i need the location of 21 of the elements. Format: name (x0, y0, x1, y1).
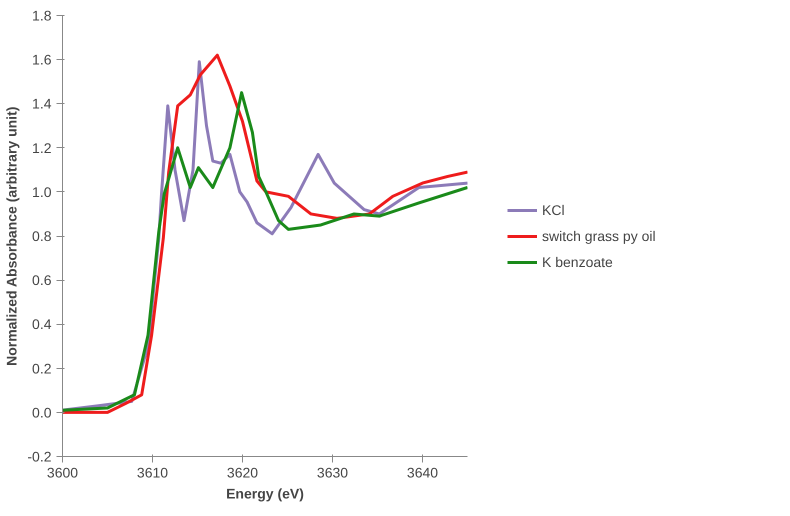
legend-label: KCl (542, 202, 565, 218)
y-tick-label: 1.4 (32, 96, 52, 112)
legend-label: K benzoate (542, 254, 613, 270)
x-tick-label: 3620 (226, 464, 258, 480)
y-tick-label: 1.2 (32, 140, 52, 156)
y-tick-label: 0.0 (32, 404, 52, 420)
x-tick-label: 3640 (406, 464, 438, 480)
y-tick-label: 0.8 (32, 228, 52, 244)
y-tick-label: -0.2 (27, 448, 52, 464)
y-tick-label: 0.4 (32, 316, 52, 332)
y-tick-label: 1.0 (32, 184, 52, 200)
x-tick-label: 3610 (136, 464, 168, 480)
legend-label: switch grass py oil (542, 228, 656, 244)
y-tick-label: 0.6 (32, 272, 52, 288)
x-tick-label: 3600 (46, 464, 78, 480)
x-tick-label: 3630 (316, 464, 348, 480)
x-axis-title: Energy (eV) (226, 486, 304, 502)
y-tick-label: 1.6 (32, 52, 52, 68)
y-tick-label: 1.8 (32, 8, 52, 24)
y-tick-label: 0.2 (32, 360, 52, 376)
y-axis-title: Normalized Absorbance (arbitrary unit) (3, 106, 20, 366)
